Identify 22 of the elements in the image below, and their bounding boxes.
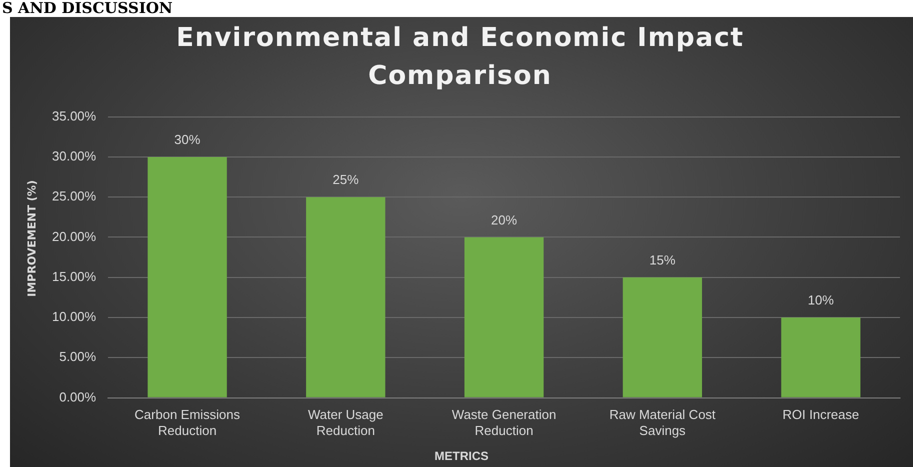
data-label: 20%	[491, 212, 518, 228]
y-tick-label: 10.00%	[52, 309, 97, 324]
chart-title: Environmental and Economic Impact Comparison	[175, 22, 745, 93]
y-tick-label: 20.00%	[52, 228, 97, 244]
y-axis-title: IMPROVEMENT (%)	[26, 179, 38, 298]
y-tick-label: 0.00%	[59, 389, 97, 404]
y-tick-label: 5.00%	[59, 349, 97, 364]
x-tick-label: Water Usage Reduction	[308, 407, 384, 438]
data-label: 10%	[808, 292, 834, 308]
data-label: 25%	[332, 172, 360, 188]
data-label: 30%	[174, 132, 201, 148]
y-tick-label: 35.00%	[52, 108, 97, 124]
x-tick-label: Waste Generation Reduction	[452, 407, 556, 438]
x-tick-label: ROI Increase	[782, 407, 860, 422]
x-tick-label: Raw Material Cost Savings	[609, 407, 716, 438]
data-label: 15%	[649, 252, 676, 268]
y-tick-label: 30.00%	[52, 148, 97, 164]
x-axis-title: METRICS	[434, 449, 490, 463]
y-tick-label: 15.00%	[52, 268, 97, 284]
text: S AND DISCUSSION	[2, 0, 173, 17]
y-tick-label: 25.00%	[52, 188, 97, 204]
x-tick-label: Carbon Emissions Reduction	[134, 407, 241, 438]
